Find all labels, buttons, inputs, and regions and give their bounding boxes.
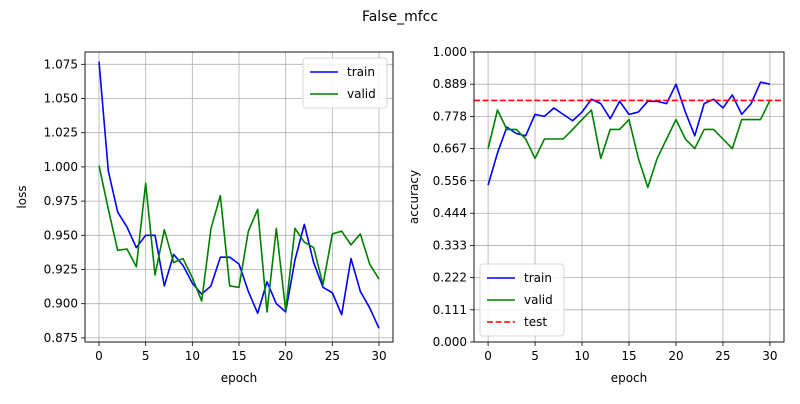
loss-subplot: 0 5 10 15 20 25 30 0.875 0.900 0.925 0.950 0.975 1.0… <box>15 51 394 385</box>
accuracy-xaxis-label: epoch <box>611 371 648 385</box>
loss-xaxis-label: epoch <box>221 371 258 385</box>
accuracy-ytick-label-3: 0.333 <box>433 238 467 252</box>
accuracy-legend-label-valid: valid <box>524 293 553 307</box>
loss-series-valid-line <box>98 165 380 313</box>
accuracy-xtick-label-2: 10 <box>574 349 589 363</box>
accuracy-xtick-label-3: 15 <box>621 349 636 363</box>
accuracy-ytick-label-5: 0.556 <box>433 174 467 188</box>
loss-xtick-label-0: 0 <box>95 349 103 363</box>
accuracy-xtick-label-6: 30 <box>762 349 777 363</box>
accuracy-xtick-label-0: 0 <box>484 349 492 363</box>
loss-ytick-label-0: 0.875 <box>44 331 78 345</box>
loss-xtick-label-3: 15 <box>231 349 246 363</box>
accuracy-series-valid-line <box>487 100 771 189</box>
accuracy-ytick-label-2: 0.222 <box>433 271 467 285</box>
accuracy-legend-label-train: train <box>524 271 552 285</box>
accuracy-xtick-label-4: 20 <box>668 349 683 363</box>
loss-ytick-label-4: 0.975 <box>44 194 78 208</box>
loss-legend-label-valid: valid <box>347 87 376 101</box>
accuracy-ytick-label-9: 1.000 <box>433 45 467 59</box>
accuracy-ytick-label-1: 0.111 <box>433 303 467 317</box>
loss-xtick-label-1: 5 <box>142 349 150 363</box>
accuracy-xtick-label-1: 5 <box>531 349 539 363</box>
loss-xtick-label-2: 10 <box>185 349 200 363</box>
loss-ytick-label-3: 0.950 <box>44 228 78 242</box>
figure-title: False_mfcc <box>362 9 438 25</box>
accuracy-subplot: 0 5 10 15 20 25 30 0.000 0.111 0.222 0.333 0.444 0.5… <box>407 45 785 385</box>
loss-legend-label-train: train <box>347 65 375 79</box>
loss-xtick-label-4: 20 <box>278 349 293 363</box>
loss-ytick-label-5: 1.000 <box>44 160 78 174</box>
accuracy-legend-box <box>479 263 565 337</box>
accuracy-legend: train valid test <box>479 263 565 337</box>
loss-series-train-line <box>98 61 380 329</box>
accuracy-xtick-label-5: 25 <box>715 349 730 363</box>
loss-xtick-label-6: 30 <box>371 349 386 363</box>
loss-ytick-label-1: 0.900 <box>44 297 78 311</box>
loss-ytick-label-8: 1.075 <box>44 57 78 71</box>
accuracy-ytick-label-7: 0.778 <box>433 109 467 123</box>
loss-ytick-label-6: 1.025 <box>44 126 78 140</box>
accuracy-ytick-label-6: 0.667 <box>433 142 467 156</box>
accuracy-ytick-label-0: 0.000 <box>433 335 467 349</box>
accuracy-yaxis-label: accuracy <box>407 170 421 224</box>
accuracy-legend-label-test: test <box>524 315 547 329</box>
accuracy-ytick-label-8: 0.889 <box>433 77 467 91</box>
loss-legend: train valid <box>302 57 388 109</box>
loss-xtick-label-5: 25 <box>325 349 340 363</box>
loss-legend-box <box>302 57 388 109</box>
loss-ytick-label-2: 0.925 <box>44 263 78 277</box>
loss-ytick-label-7: 1.050 <box>44 92 78 106</box>
loss-yaxis-label: loss <box>15 185 29 208</box>
accuracy-series-train-line <box>487 81 771 186</box>
accuracy-ytick-label-4: 0.444 <box>433 206 467 220</box>
